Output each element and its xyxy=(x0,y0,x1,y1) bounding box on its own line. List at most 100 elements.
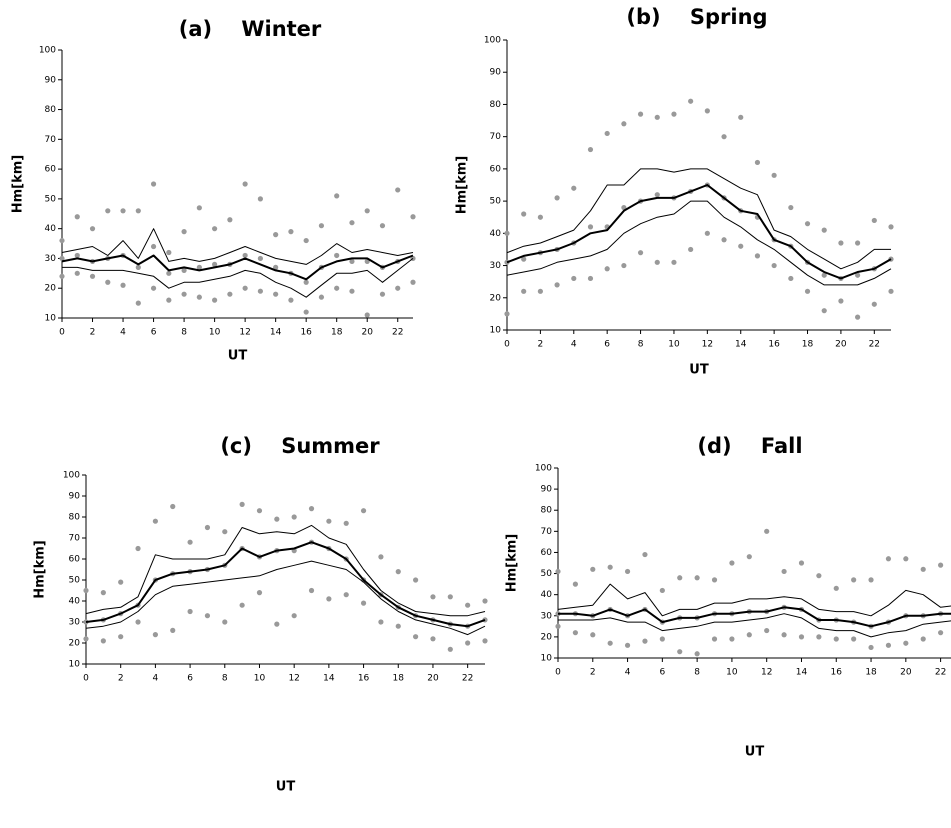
y-tick-label: 100 xyxy=(484,36,501,46)
data-point xyxy=(181,267,187,273)
chart-title: (a) Winter xyxy=(179,17,322,41)
x-tick-label: 22 xyxy=(392,328,403,338)
line xyxy=(62,258,414,298)
data-point xyxy=(746,632,752,638)
data-point xyxy=(590,632,596,638)
x-tick-label: 22 xyxy=(869,340,880,350)
line xyxy=(85,560,486,636)
y-axis-label: Hm[km] xyxy=(505,534,520,593)
data-point xyxy=(788,275,794,282)
data-point xyxy=(196,294,202,300)
y-tick-label: 40 xyxy=(45,224,57,234)
x-axis-label: UT xyxy=(228,349,248,364)
data-point xyxy=(120,208,126,214)
y-tick-label: 100 xyxy=(63,471,80,481)
data-point xyxy=(360,508,367,514)
y-tick-label: 70 xyxy=(490,132,502,142)
data-point xyxy=(677,649,683,655)
data-point xyxy=(343,592,349,598)
data-point xyxy=(181,229,187,235)
x-tick-label: 22 xyxy=(462,674,473,684)
data-point xyxy=(637,111,644,117)
data-point xyxy=(754,159,761,166)
data-point xyxy=(677,575,683,581)
data-point xyxy=(364,208,370,214)
data-point xyxy=(100,638,106,644)
data-point xyxy=(118,579,124,585)
data-point xyxy=(465,640,471,646)
x-tick-label: 8 xyxy=(222,674,228,684)
y-tick-label: 10 xyxy=(69,660,81,670)
y-tick-label: 70 xyxy=(45,135,57,145)
y-tick-label: 10 xyxy=(541,654,553,664)
x-tick-label: 10 xyxy=(209,328,221,338)
y-tick-label: 40 xyxy=(541,590,553,600)
x-tick-label: 12 xyxy=(761,668,772,678)
data-point xyxy=(938,562,944,568)
data-point xyxy=(166,249,172,256)
y-tick-label: 90 xyxy=(45,75,57,85)
data-point xyxy=(465,602,471,608)
data-point xyxy=(504,311,510,317)
data-point xyxy=(242,181,248,187)
data-point xyxy=(334,252,340,259)
data-point xyxy=(621,121,627,127)
data-point xyxy=(135,619,141,625)
y-tick-label: 80 xyxy=(541,506,553,516)
x-tick-label: 0 xyxy=(83,674,89,684)
data-point xyxy=(704,108,710,114)
x-tick-label: 14 xyxy=(323,674,335,684)
y-tick-label: 20 xyxy=(490,293,502,303)
data-point xyxy=(738,243,744,249)
data-point xyxy=(555,568,561,575)
x-tick-label: 18 xyxy=(393,674,405,684)
data-point xyxy=(288,229,294,235)
y-tick-label: 20 xyxy=(541,632,553,642)
data-point xyxy=(239,501,245,507)
data-point xyxy=(781,568,787,575)
x-tick-label: 16 xyxy=(358,674,370,684)
data-point xyxy=(764,528,770,534)
data-point xyxy=(349,288,355,294)
x-tick-label: 12 xyxy=(702,340,713,350)
data-point xyxy=(642,638,648,644)
x-tick-label: 12 xyxy=(288,674,299,684)
data-point xyxy=(212,297,218,303)
x-tick-label: 10 xyxy=(254,674,266,684)
data-point xyxy=(59,255,65,262)
panel: 10 20 30 40 50 60 70 80 90 100 0 2 4 6 8 10 12 14 16 18 20 22… xyxy=(505,434,951,760)
data-point xyxy=(135,545,141,552)
x-tick-label: 6 xyxy=(604,340,610,350)
y-tick-label: 30 xyxy=(541,611,553,621)
y-tick-label: 50 xyxy=(69,576,81,586)
data-point xyxy=(537,288,543,294)
data-point xyxy=(135,208,141,214)
x-tick-label: 16 xyxy=(300,328,312,338)
x-tick-label: 4 xyxy=(625,668,631,678)
data-point xyxy=(821,272,827,278)
data-point xyxy=(659,636,665,642)
data-point xyxy=(838,240,844,246)
data-point xyxy=(256,590,263,596)
data-point xyxy=(308,587,315,594)
x-tick-label: 2 xyxy=(538,340,544,350)
data-point xyxy=(318,294,325,300)
y-tick-label: 80 xyxy=(45,105,57,115)
line xyxy=(85,524,486,617)
data-point xyxy=(303,237,309,244)
y-tick-label: 80 xyxy=(490,100,502,110)
x-tick-label: 10 xyxy=(726,668,738,678)
data-point xyxy=(152,518,158,524)
data-point xyxy=(624,568,631,575)
data-point xyxy=(771,172,777,178)
data-point xyxy=(694,575,700,581)
data-point xyxy=(413,577,419,583)
data-point xyxy=(671,111,677,117)
y-tick-label: 50 xyxy=(490,197,502,207)
data-point xyxy=(903,556,909,562)
data-point xyxy=(227,291,233,297)
data-point xyxy=(74,214,80,220)
data-point xyxy=(920,566,926,572)
line xyxy=(61,254,414,281)
